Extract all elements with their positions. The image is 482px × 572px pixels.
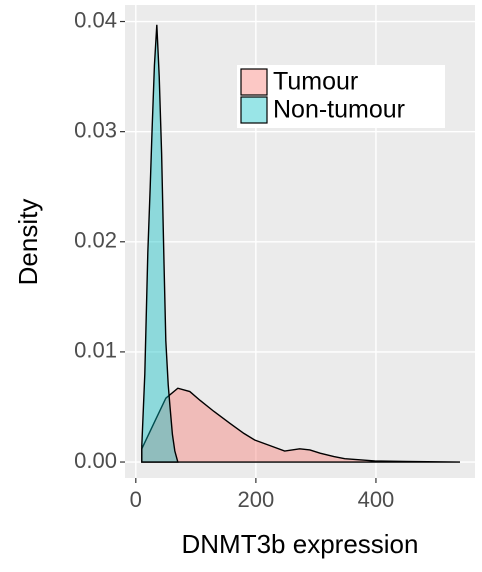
y-tick-label: 0.03	[74, 117, 117, 142]
legend-label: Non-tumour	[273, 96, 405, 124]
y-tick-label: 0.01	[74, 338, 117, 363]
x-tick-label: 0	[130, 487, 142, 512]
x-axis-title: DNMT3b expression	[182, 529, 419, 559]
areas	[141, 24, 460, 463]
y-tick-label: 0.02	[74, 228, 117, 253]
axes: 0.00 0.01 0.02 0.03 0.04 0 200 400	[74, 7, 394, 511]
density-area	[141, 387, 460, 463]
x-tick-label: 200	[238, 487, 275, 512]
density-area	[141, 24, 179, 463]
x-tick-label: 400	[358, 487, 395, 512]
legend-key	[240, 96, 268, 124]
y-axis-title: Density	[13, 199, 43, 286]
y-tick-label: 0.04	[74, 7, 117, 32]
legend-label: Tumour	[273, 68, 358, 96]
legend-box	[237, 65, 445, 128]
y-tick-label: 0.00	[74, 448, 117, 473]
legend-key	[240, 68, 268, 96]
